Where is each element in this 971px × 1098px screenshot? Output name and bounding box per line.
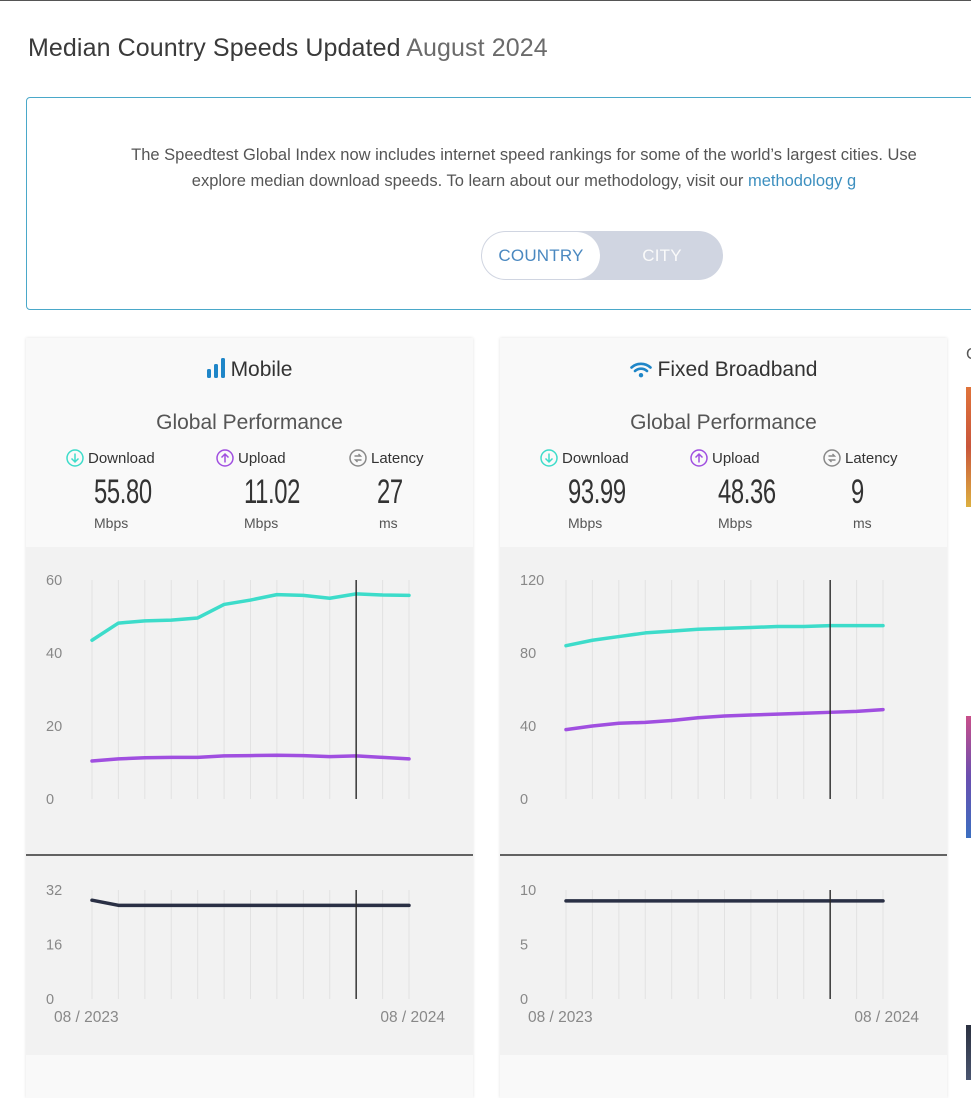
page-title-date: August 2024	[406, 34, 548, 62]
signal-bars-icon	[206, 358, 225, 378]
mobile-card-title-text: Mobile	[230, 358, 293, 381]
broadband-latency-value: 9	[851, 473, 864, 511]
mobile-download-label: Download	[88, 450, 155, 467]
sidebar-thumbnail[interactable]	[966, 716, 971, 838]
broadband-speed-y-tick: 80	[520, 646, 536, 662]
mobile-upload-metric: Upload 11.02 Mbps	[216, 449, 336, 531]
mobile-upload-unit: Mbps	[244, 515, 279, 531]
mobile-speed-y-tick: 60	[46, 573, 62, 589]
broadband-download-metric: Download 93.99 Mbps	[540, 449, 660, 531]
broadband-card-title-text: Fixed Broadband	[657, 358, 818, 381]
broadband-card-header: Fixed Broadband Global Performance Downl…	[500, 338, 947, 548]
intro-line-1: The Speedtest Global Index now includes …	[131, 146, 917, 164]
mobile-download-metric: Download 55.80 Mbps	[66, 449, 186, 531]
mobile-latency-metric: Latency 27 ms	[349, 449, 469, 531]
broadband-speed-y-tick: 120	[520, 573, 544, 589]
broadband-speed-y-tick: 40	[520, 719, 536, 735]
broadband-latency-label: Latency	[845, 450, 898, 467]
page-title-main: Median Country Speeds Updated	[28, 34, 401, 62]
broadband-download-unit: Mbps	[568, 515, 603, 531]
broadband-download-value: 93.99	[568, 473, 626, 511]
broadband-date-end: 08 / 2024	[854, 1009, 919, 1026]
sidebar-thumbnail[interactable]	[966, 387, 971, 507]
broadband-card: Fixed Broadband Global Performance Downl…	[500, 338, 947, 1098]
country-city-toggle[interactable]: COUNTRY CITY	[481, 231, 723, 280]
mobile-speed-y-tick: 40	[46, 646, 62, 662]
broadband-global-performance: Global Performance	[630, 411, 817, 434]
broadband-upload-unit: Mbps	[718, 515, 753, 531]
mobile-global-performance: Global Performance	[156, 411, 343, 434]
broadband-latency-metric: Latency 9 ms	[823, 449, 943, 531]
broadband-date-start: 08 / 2023	[528, 1009, 593, 1026]
broadband-upload-value: 48.36	[718, 473, 776, 511]
mobile-card-title[interactable]: Mobile	[26, 358, 473, 382]
mobile-latency-value: 27	[377, 473, 403, 511]
methodology-link[interactable]: methodology g	[747, 172, 857, 190]
mobile-latency-y-tick: 0	[46, 992, 54, 1008]
download-icon	[540, 449, 558, 467]
broadband-upload-metric: Upload 48.36 Mbps	[690, 449, 810, 531]
mobile-download-value: 55.80	[94, 473, 152, 511]
broadband-upload-label: Upload	[712, 450, 760, 467]
toggle-city[interactable]: CITY	[642, 246, 682, 265]
download-icon	[66, 449, 84, 467]
broadband-latency-y-tick: 0	[520, 992, 528, 1008]
mobile-chart-area: 0 20 40 60 0 16 32 08 / 2023 08 / 2024	[26, 547, 473, 1098]
sidebar-thumbnail[interactable]	[966, 1025, 971, 1080]
latency-icon	[349, 449, 367, 467]
wifi-icon	[629, 362, 652, 378]
mobile-speed-y-tick: 0	[46, 792, 54, 808]
mobile-download-unit: Mbps	[94, 515, 129, 531]
mobile-card-header: Mobile Global Performance Download 55.80…	[26, 338, 473, 548]
mobile-card: Mobile Global Performance Download 55.80…	[26, 338, 473, 1098]
broadband-card-title[interactable]: Fixed Broadband	[500, 358, 947, 382]
broadband-chart[interactable]: 0 40 80 120 0 5 10 08 / 2023 08 / 2024	[500, 547, 947, 1098]
mobile-latency-y-tick: 32	[46, 883, 62, 899]
broadband-latency-y-tick: 5	[520, 938, 528, 954]
mobile-latency-y-tick: 16	[46, 938, 62, 954]
broadband-speed-y-tick: 0	[520, 792, 528, 808]
broadband-latency-y-tick: 10	[520, 883, 536, 899]
page-title: Median Country Speeds Updated August 202…	[28, 34, 548, 63]
broadband-latency-unit: ms	[853, 515, 872, 531]
broadband-next-section	[500, 1055, 947, 1098]
sidebar-title-fragment: C	[966, 346, 971, 364]
upload-icon	[216, 449, 234, 467]
intro-line-2-text: explore median download speeds. To learn…	[191, 172, 744, 190]
intro-text: The Speedtest Global Index now includes …	[59, 142, 971, 194]
toggle-country[interactable]: COUNTRY	[482, 232, 600, 279]
mobile-upload-label: Upload	[238, 450, 286, 467]
broadband-download-label: Download	[562, 450, 629, 467]
mobile-date-end: 08 / 2024	[380, 1009, 445, 1026]
mobile-latency-unit: ms	[379, 515, 398, 531]
intro-panel: The Speedtest Global Index now includes …	[26, 97, 971, 310]
mobile-next-section	[26, 1055, 473, 1098]
upload-icon	[690, 449, 708, 467]
mobile-latency-label: Latency	[371, 450, 424, 467]
intro-line-2: explore median download speeds. To learn…	[59, 168, 971, 194]
top-border	[0, 0, 971, 1]
broadband-chart-area: 0 40 80 120 0 5 10 08 / 2023 08 / 2024	[500, 547, 947, 1098]
mobile-upload-value: 11.02	[244, 473, 301, 511]
mobile-date-start: 08 / 2023	[54, 1009, 119, 1026]
mobile-speed-y-tick: 20	[46, 719, 62, 735]
mobile-chart[interactable]: 0 20 40 60 0 16 32 08 / 2023 08 / 2024	[26, 547, 473, 1098]
latency-icon	[823, 449, 841, 467]
